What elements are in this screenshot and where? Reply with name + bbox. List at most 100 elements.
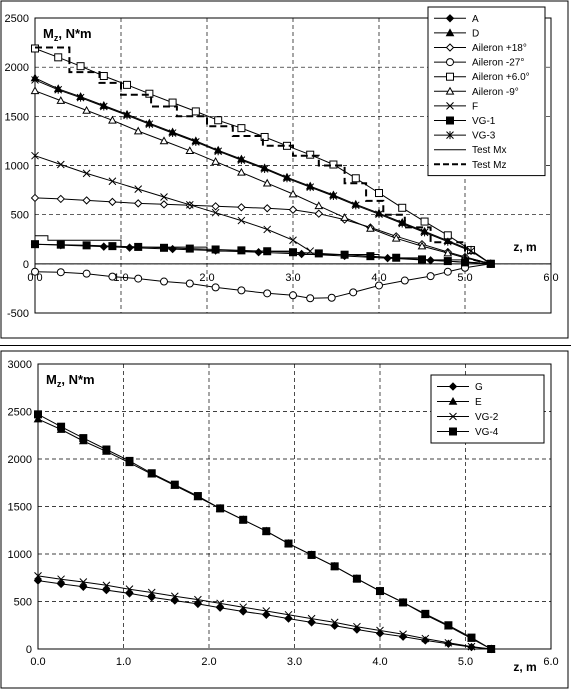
legend: GE VG-2 VG-4 [430,374,545,444]
data-point-vg-3 [420,228,429,237]
x-tick-labels: 0.0 1.0 2.0 3.0 4.0 5.0 6.0 [27,272,558,284]
x-tick-labels: 0.0 1.0 2.0 3.0 4.0 5.0 6.0 [30,656,558,668]
data-point-f [160,193,168,201]
data-point-f [185,200,194,209]
data-point-vg-4 [147,469,156,478]
data-point-a [99,242,109,251]
y-tick-label: 1500 [8,502,32,514]
legend-marker-a [445,14,455,23]
data-point-vg-4 [193,492,202,501]
data-point-aileron-6-0 [306,150,315,159]
data-point-aileron-27 [443,267,452,276]
data-point-vg-3 [76,93,85,102]
data-point-vg-1 [314,249,323,258]
series-line-aileron-27 [34,263,491,299]
data-point-vg-4 [421,609,430,618]
data-point-f [134,185,143,193]
data-point-aileron-18 [56,194,66,204]
data-point-vg-3 [145,120,154,129]
chart-bottom: 0 500 1000 1500 2000 2500 3000 0.0 1.0 2.0 3.0 4.0 5… [0,350,569,689]
x-tick-label: 0.0 [27,272,42,284]
data-point-vg-1 [443,257,452,266]
y-tick-label: 1000 [5,161,29,173]
data-point-vg-4 [239,515,248,524]
data-point-vg-3 [237,156,246,165]
x-tick-label: 4.0 [371,272,386,284]
data-point-f [263,225,272,234]
data-point-vg-1 [366,252,375,261]
x-tick-label: 2.0 [199,272,214,284]
y-tick-label: 2500 [8,407,32,419]
data-point-aileron-18 [262,204,272,213]
data-point-vg-3 [214,147,223,156]
data-point-aileron-9 [391,233,401,242]
data-point-vg-4 [170,480,179,489]
data-point-vg-4 [57,422,66,431]
data-point-aileron-27 [237,286,246,295]
legend-entry-d: D [472,28,479,39]
data-point-vg-3 [467,247,475,256]
data-point-vg-4 [444,621,453,630]
data-point-aileron-6-0 [168,98,177,107]
data-point-aileron-18 [237,203,246,212]
data-point-aileron-18 [108,197,117,207]
data-point-aileron-27 [426,272,435,281]
chart-divider [0,345,571,346]
data-point-vg-3 [329,191,338,200]
data-point-vg-3 [168,129,177,138]
x-axis-title: z, m [513,240,536,254]
data-point-aileron-6-0 [99,72,108,81]
data-point-vg-2 [79,578,88,586]
legend-marker-aileron-27 [446,58,454,67]
series-aileron-27 [31,259,495,303]
data-point-vg-4 [34,410,42,419]
y-tick-label: 2000 [8,454,32,466]
data-point-f [31,151,39,160]
legend-entry-aileron-9: Aileron -9° [472,87,519,98]
legend-marker-d [445,28,455,37]
data-point-vg-4 [125,456,134,465]
data-point-aileron-18 [288,205,298,214]
y-tick-label: -500 [7,308,29,320]
data-point-aileron-9 [366,223,375,232]
series-vg-4 [34,410,496,653]
data-point-aileron-27 [82,269,91,278]
data-point-g [79,582,88,591]
legend: AD Aileron +18° Aileron -27° Aileron +6.0° A… [427,6,546,177]
legend-marker-vg-4 [449,427,457,436]
data-point-g [307,618,316,627]
legend-marker-aileron-18 [445,43,455,52]
data-point-vg-2 [170,592,179,601]
data-point-vg-2 [467,642,476,651]
data-point-g [33,576,43,585]
data-point-vg-2 [284,610,293,619]
plot-area [34,17,552,314]
legend-entry-aileron-6-0: Aileron +6.0° [472,72,530,83]
y-tick-label: 500 [14,597,32,609]
data-point-f [211,208,220,217]
chart-top: -500 0 500 1000 1500 2000 2500 0.0 1.0 2.0 3.0 4.0 5… [0,0,569,339]
data-point-aileron-27 [108,272,117,281]
data-point-vg-1 [108,242,117,251]
data-point-aileron-9 [159,136,169,145]
data-point-aileron-9 [133,126,143,135]
legend-marker-aileron-6-0 [446,72,454,81]
data-point-vg-4 [330,562,339,571]
series-test-mz [35,46,492,265]
data-point-aileron-9 [443,248,453,257]
data-point-aileron-18 [133,199,143,208]
x-axis-title: z, m [513,660,536,674]
data-point-vg-2 [421,634,430,643]
data-point-aileron-27 [306,294,315,303]
y-tick-label: 0 [26,644,32,656]
x-tick-label: 2.0 [201,656,216,668]
legend-marker-vg-1 [446,116,454,125]
x-tick-label: 6.0 [543,272,558,284]
data-point-vg-1 [56,240,65,249]
data-point-aileron-9 [288,189,298,198]
data-point-aileron-27 [375,281,383,290]
y-axis-title: Mz, N*m [46,372,95,389]
x-tick-label: 5.0 [458,656,473,668]
chart-frame [0,350,569,689]
data-point-vg-3 [54,85,63,94]
